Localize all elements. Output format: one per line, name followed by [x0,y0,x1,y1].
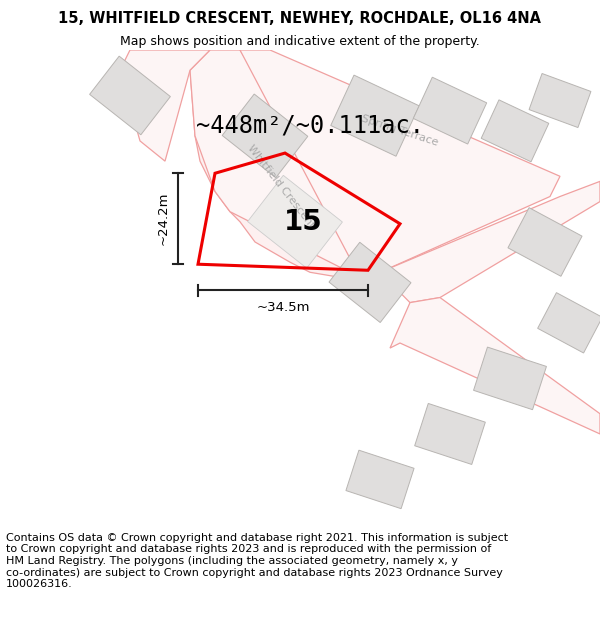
Polygon shape [390,298,600,434]
Polygon shape [190,50,380,278]
Polygon shape [329,242,411,322]
Polygon shape [538,292,600,353]
Polygon shape [89,56,170,135]
Polygon shape [240,50,560,278]
Text: ~448m²/~0.111ac.: ~448m²/~0.111ac. [196,114,424,138]
Text: ~34.5m: ~34.5m [256,301,310,314]
Polygon shape [222,94,308,178]
Text: ~24.2m: ~24.2m [157,192,170,246]
Polygon shape [190,50,390,278]
Polygon shape [529,74,591,128]
Text: Spring Terrace: Spring Terrace [360,114,439,148]
Polygon shape [380,181,600,302]
Text: 15, WHITFIELD CRESCENT, NEWHEY, ROCHDALE, OL16 4NA: 15, WHITFIELD CRESCENT, NEWHEY, ROCHDALE… [59,11,542,26]
Text: 15: 15 [284,208,323,236]
Polygon shape [248,176,343,268]
Polygon shape [415,404,485,464]
Polygon shape [331,75,419,156]
Text: Whitfield Crescent: Whitfield Crescent [245,143,316,230]
Polygon shape [413,78,487,144]
Polygon shape [508,208,582,276]
Text: Contains OS data © Crown copyright and database right 2021. This information is : Contains OS data © Crown copyright and d… [6,532,508,589]
Text: Map shows position and indicative extent of the property.: Map shows position and indicative extent… [120,35,480,48]
Polygon shape [473,347,547,409]
Polygon shape [120,50,210,161]
Polygon shape [346,450,414,509]
Polygon shape [481,100,549,162]
